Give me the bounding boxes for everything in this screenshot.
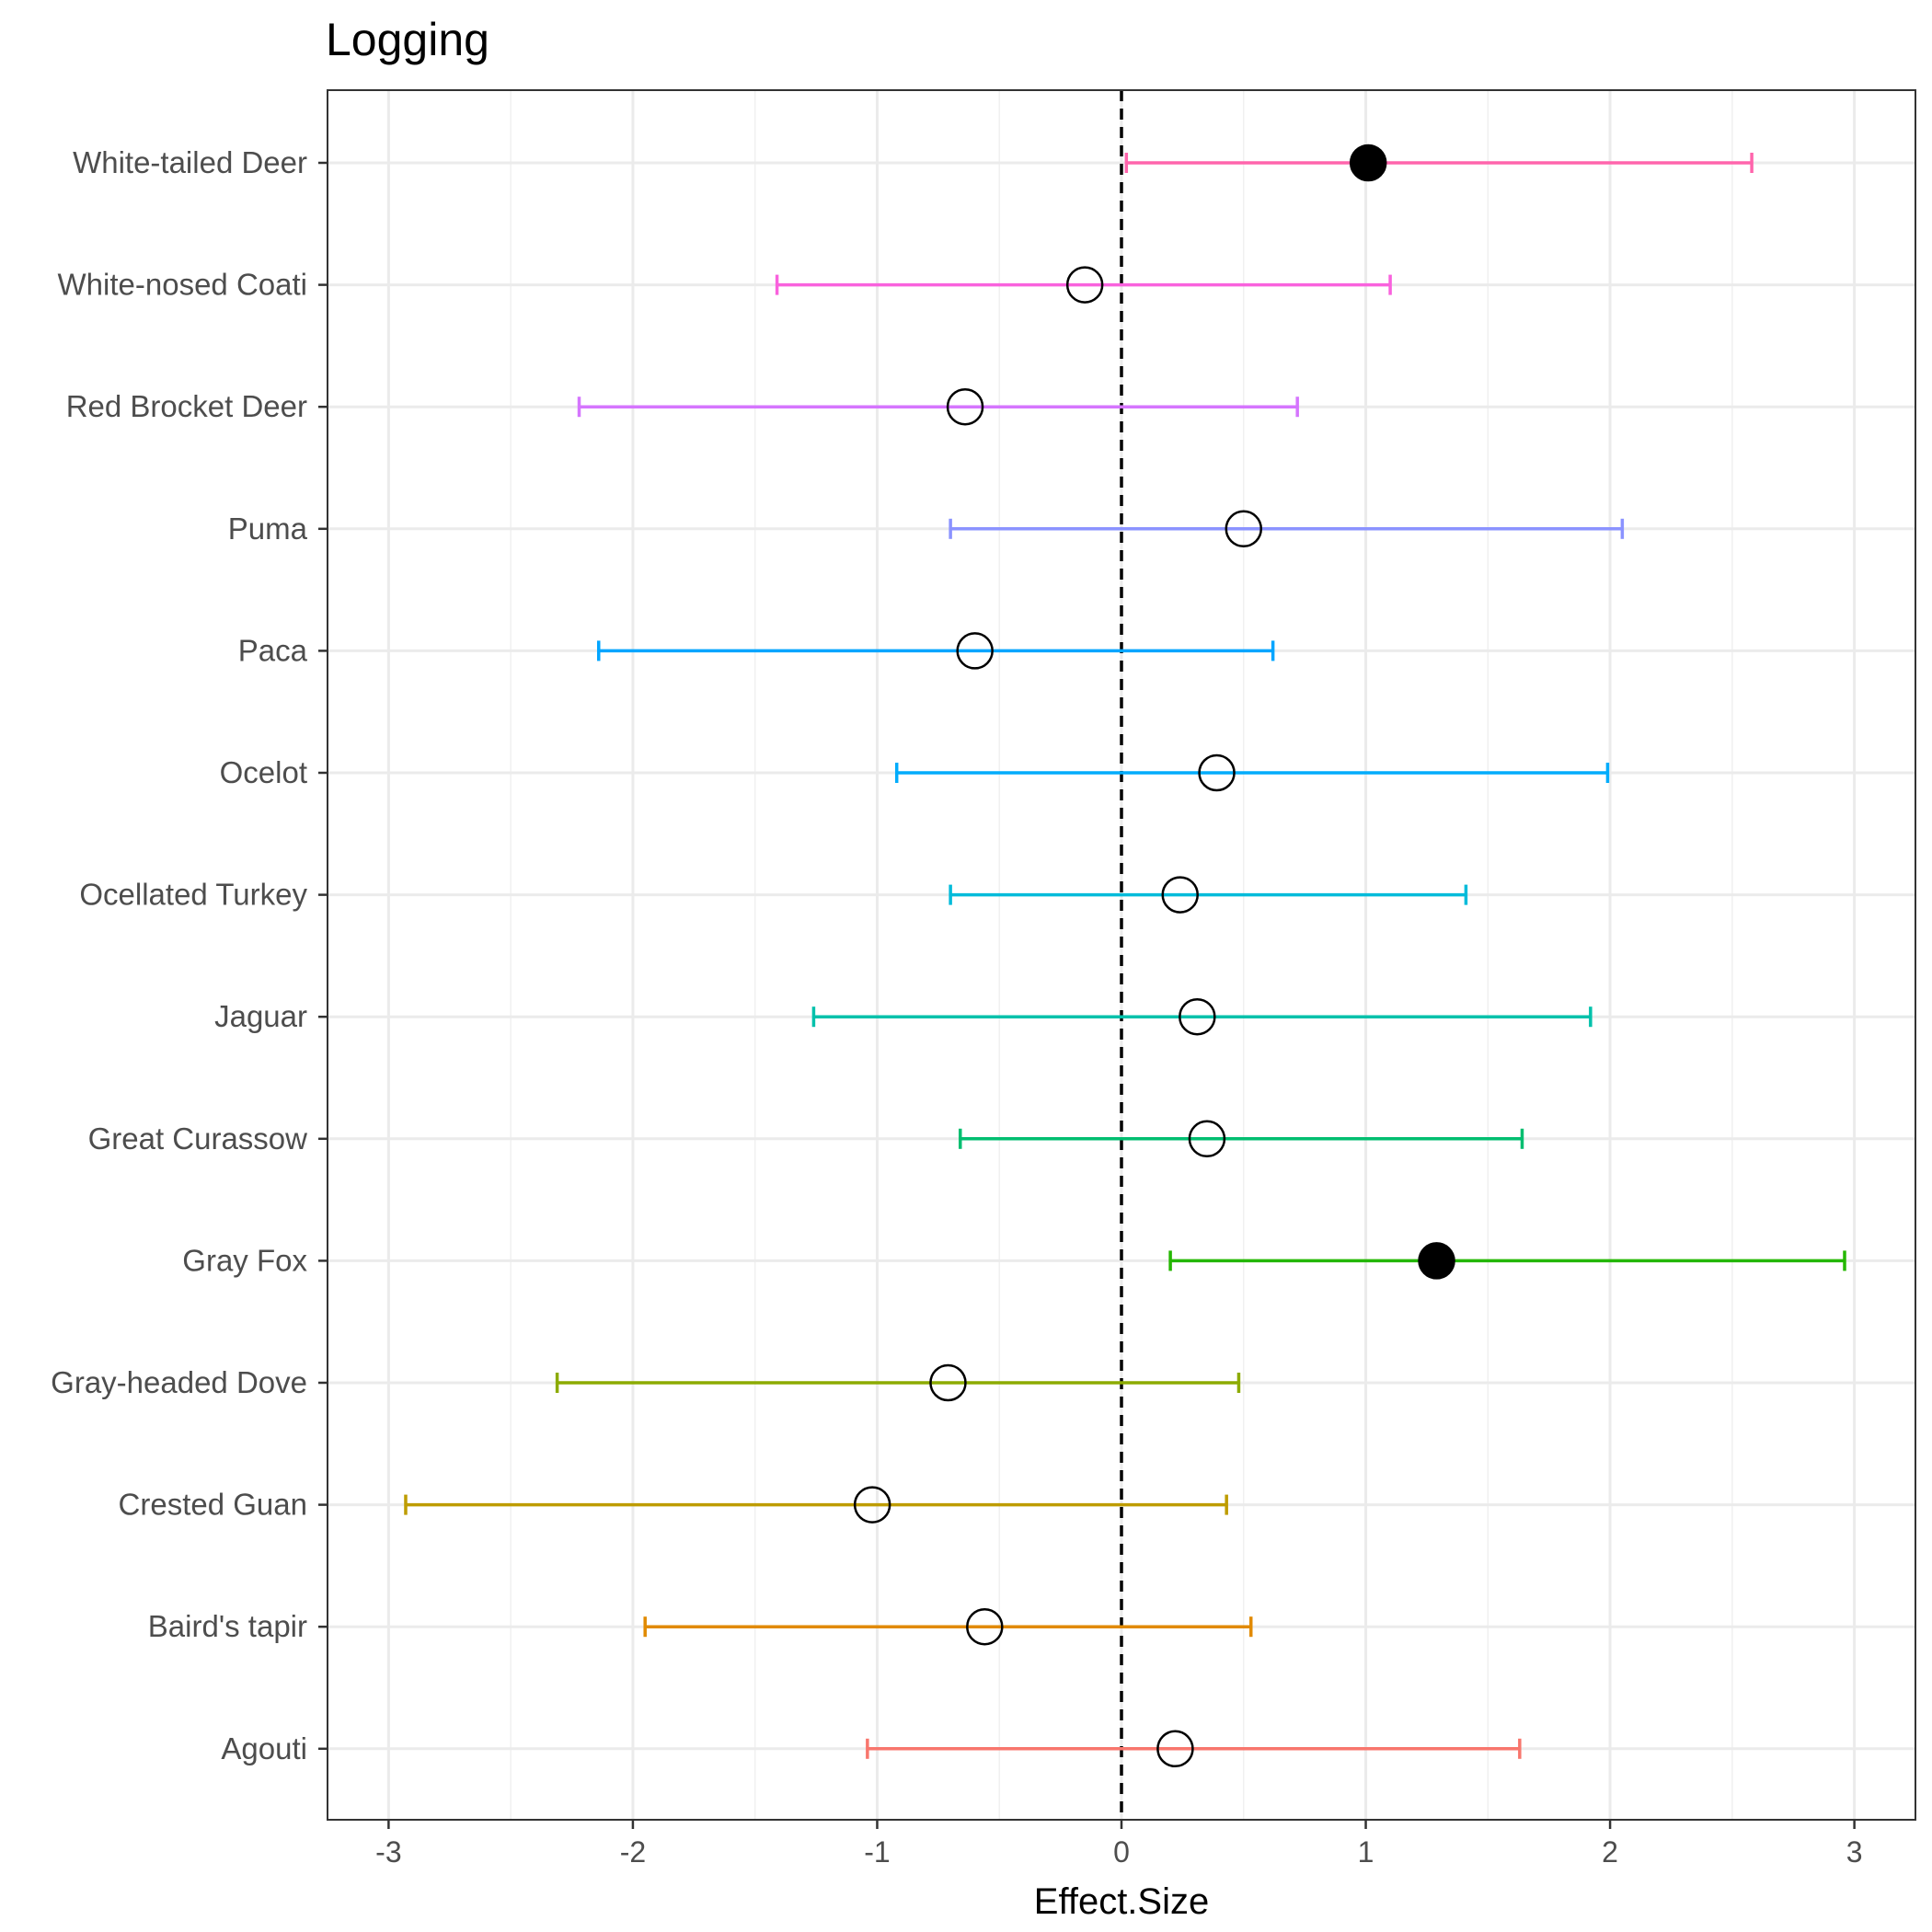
series-gray-fox — [1168, 1242, 1846, 1280]
y-tick-label: Red Brocket Deer — [66, 389, 307, 423]
x-tick-label: 1 — [1358, 1835, 1374, 1869]
y-tick-label: Agouti — [221, 1731, 307, 1765]
y-tick-label: Crested Guan — [119, 1488, 307, 1522]
x-tick-label: -3 — [375, 1835, 401, 1869]
y-tick-label: Jaguar — [214, 999, 307, 1033]
point-estimate-open — [1198, 753, 1236, 792]
point-estimate-open — [946, 387, 984, 426]
x-axis-title: Effect.Size — [1034, 1881, 1209, 1922]
series-red-brocket-deer — [577, 387, 1299, 426]
y-tick-label: Great Curassow — [88, 1121, 308, 1156]
point-estimate-open — [1188, 1120, 1226, 1158]
chart-title: Logging — [326, 14, 489, 65]
y-tick-label: White-tailed Deer — [73, 145, 307, 179]
series-gray-headed-dove — [555, 1363, 1241, 1402]
point-estimate-filled — [1349, 144, 1387, 182]
y-tick-label: Ocelot — [220, 755, 307, 789]
series-puma — [949, 510, 1625, 548]
y-tick-label: Baird's tapir — [148, 1609, 307, 1643]
x-axis: -3 -2 -1 0 1 2 3 — [375, 1820, 1863, 1869]
x-tick-label: -2 — [620, 1835, 646, 1869]
series-baird-s-tapir — [643, 1607, 1253, 1646]
point-estimate-open — [929, 1363, 967, 1402]
series-ocelot — [894, 753, 1610, 792]
point-estimate-open — [1161, 876, 1199, 914]
y-axis: Agouti Baird's tapir Crested Guan Gray-head… — [51, 145, 328, 1765]
point-estimate-open — [1156, 1730, 1194, 1768]
x-tick-label: -1 — [864, 1835, 890, 1869]
series-crested-guan — [404, 1486, 1228, 1524]
point-estimate-open — [1065, 266, 1104, 304]
y-tick-label: White-nosed Coati — [58, 268, 307, 302]
y-tick-label: Gray-headed Dove — [51, 1365, 307, 1399]
y-tick-label: Gray Fox — [182, 1243, 307, 1277]
series-paca — [596, 632, 1275, 670]
series-white-nosed-coati — [775, 266, 1392, 304]
y-tick-label: Ocellated Turkey — [79, 878, 307, 912]
point-estimate-open — [956, 632, 994, 670]
point-estimate-open — [1179, 997, 1216, 1036]
series-agouti — [866, 1730, 1522, 1768]
point-estimate-open — [1225, 510, 1263, 548]
series-group — [404, 144, 1846, 1768]
point-estimate-open — [853, 1486, 891, 1524]
x-tick-label: 0 — [1113, 1835, 1130, 1869]
x-tick-label: 2 — [1602, 1835, 1618, 1869]
series-ocellated-turkey — [949, 876, 1468, 914]
point-estimate-open — [966, 1607, 1004, 1646]
series-jaguar — [811, 997, 1593, 1036]
x-tick-label: 3 — [1846, 1835, 1863, 1869]
point-estimate-filled — [1418, 1242, 1455, 1280]
series-great-curassow — [958, 1120, 1524, 1158]
y-tick-label: Paca — [238, 633, 308, 667]
y-tick-label: Puma — [228, 512, 308, 546]
series-white-tailed-deer — [1124, 144, 1754, 182]
